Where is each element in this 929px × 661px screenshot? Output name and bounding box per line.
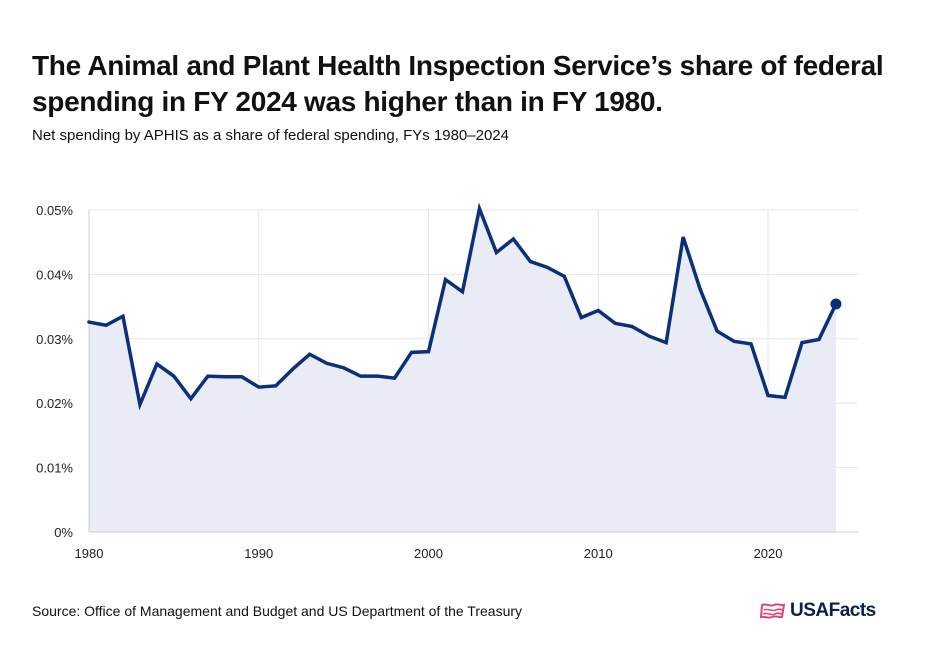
x-tick-label: 1990 (244, 546, 273, 561)
last-data-point (830, 298, 842, 310)
y-tick-label: 0.05% (36, 203, 73, 218)
y-tick-label: 0.01% (36, 461, 73, 476)
y-tick-label: 0% (54, 525, 73, 540)
tick-labels: 0% 0.01% 0.02% 0.03% 0.04% 0.05% 1980 1990 2000 2… (36, 203, 782, 561)
x-tick-label: 2020 (754, 546, 783, 561)
x-tick-label: 1980 (75, 546, 104, 561)
y-tick-label: 0.04% (36, 267, 73, 282)
axes (88, 210, 858, 533)
source-note: Source: Office of Management and Budget … (32, 603, 523, 619)
area-fill (89, 208, 836, 532)
x-tick-label: 2010 (584, 546, 613, 561)
line-chart: 0% 0.01% 0.02% 0.03% 0.04% 0.05% 1980 1990 2000 2… (36, 202, 858, 561)
series-line-layer (87, 202, 842, 411)
series-area (89, 208, 836, 532)
chart-title: The Animal and Plant Health Inspection S… (32, 50, 884, 117)
flag-icon (760, 603, 786, 619)
x-tick-label: 2000 (414, 546, 443, 561)
y-tick-label: 0.03% (36, 332, 73, 347)
chart-subtitle: Net spending by APHIS as a share of fede… (32, 127, 509, 144)
y-tick-label: 0.02% (36, 396, 73, 411)
usafacts-logo: USAFacts (760, 600, 876, 622)
series-line (87, 202, 838, 411)
logo-text: USAFacts (790, 600, 876, 621)
